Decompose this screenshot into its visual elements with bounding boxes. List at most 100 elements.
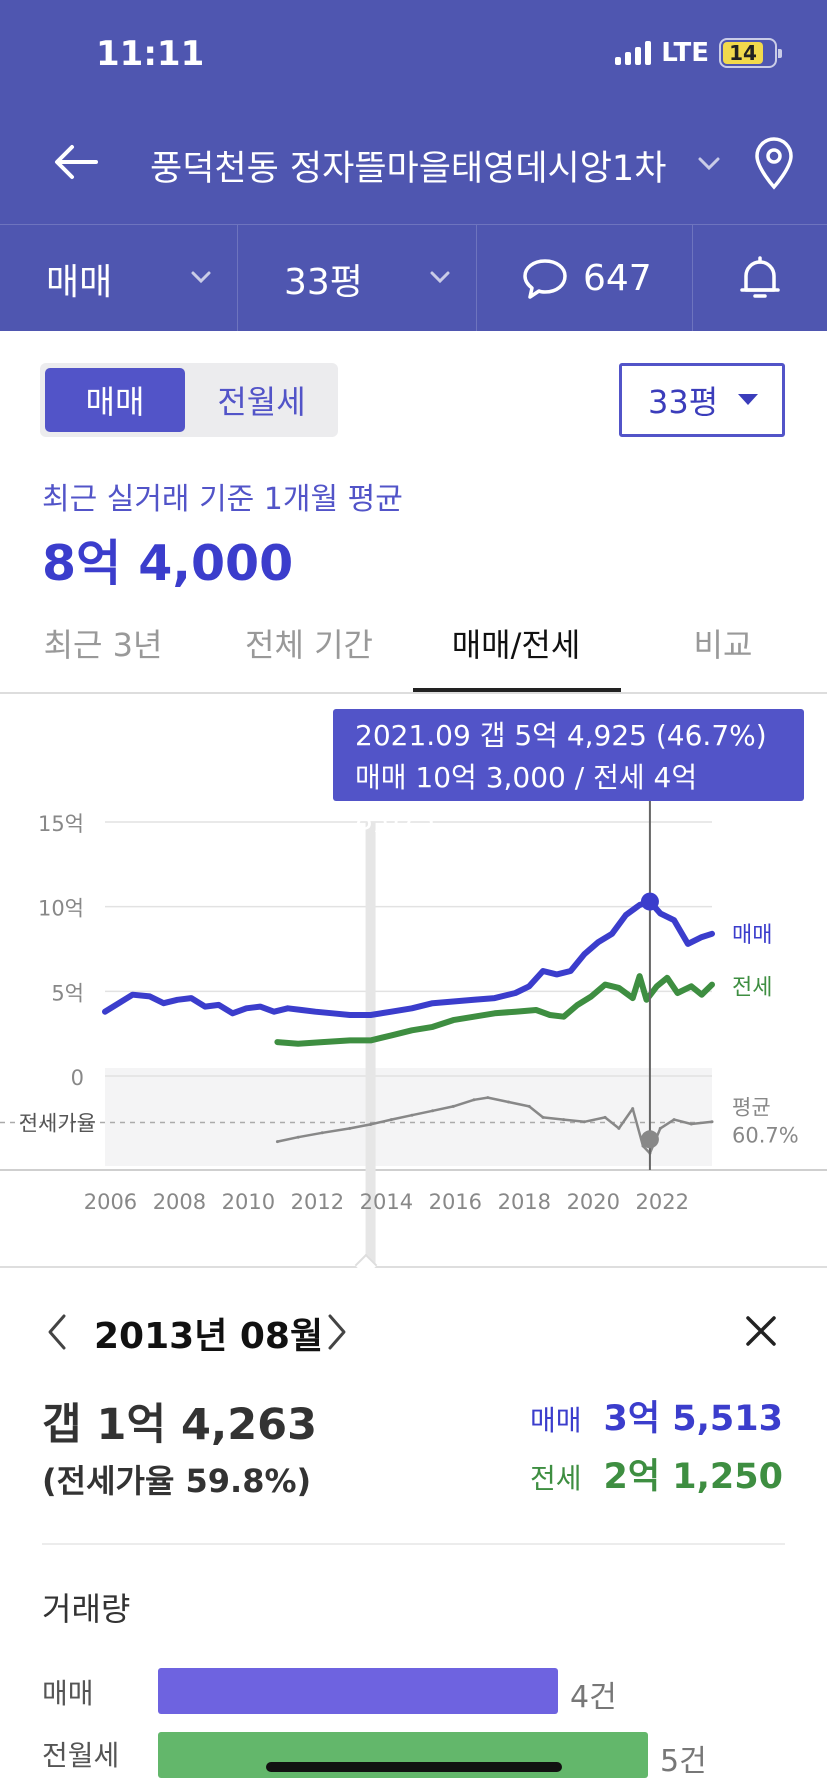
volume-sale-label: 매매 [42, 1677, 94, 1710]
series-point-0 [285, 1005, 291, 1011]
notification-button[interactable] [693, 225, 827, 332]
series-point-0 [568, 968, 574, 974]
series-point-2 [410, 1113, 414, 1117]
series-point-0 [512, 990, 518, 996]
size-select[interactable]: 33평 [619, 363, 785, 437]
segment-sale[interactable]: 매매 [45, 368, 185, 432]
selected-month-band [365, 822, 376, 1266]
series-point-0 [526, 983, 532, 989]
series-point-0 [230, 1010, 236, 1016]
series-point-2 [472, 1098, 476, 1102]
tab-recent-3y[interactable]: 최근 3년 [43, 626, 163, 664]
x-tick-label: 2012 [291, 1190, 344, 1214]
series-point-1 [699, 992, 705, 998]
series-point-1 [574, 1002, 580, 1008]
volume-sale-bar [158, 1668, 558, 1714]
chevron-right-icon[interactable] [324, 1312, 350, 1352]
series-point-1 [588, 993, 594, 999]
series-point-1 [533, 1007, 539, 1013]
battery-icon: 14 [719, 38, 782, 68]
section-divider [0, 1266, 827, 1268]
series-point-1 [512, 1009, 518, 1015]
series-point-2 [672, 1118, 676, 1122]
x-tick-label: 2016 [429, 1190, 482, 1214]
volume-title: 거래량 [42, 1590, 131, 1628]
series-point-0 [130, 992, 136, 998]
volume-rent-count: 5건 [660, 1744, 707, 1779]
series-point-0 [595, 939, 601, 945]
series-point-2 [689, 1122, 693, 1126]
series-point-2 [486, 1096, 490, 1100]
network-label: LTE [661, 38, 709, 68]
series-point-0 [699, 934, 705, 940]
chart-tooltip: 2021.09 갭 5억 4,925 (46.7%) 매매 10억 3,000 … [333, 709, 804, 836]
series-point-0 [271, 1009, 277, 1015]
jeonse-price-row: 전세 2억 1,250 [530, 1448, 783, 1499]
series-point-1 [430, 1024, 436, 1030]
map-pin-icon[interactable] [752, 136, 796, 190]
series-point-1 [664, 975, 670, 981]
series-point-1 [643, 997, 649, 1003]
series-point-1 [319, 1039, 325, 1045]
series-point-2 [562, 1118, 566, 1122]
chat-bubble-icon [523, 258, 567, 299]
status-indicators: LTE 14 [615, 38, 782, 68]
volume-sale-count: 4건 [570, 1680, 617, 1715]
signal-icon [615, 41, 652, 65]
series-point-0 [657, 910, 663, 916]
series-line-0 [102, 898, 715, 1018]
trade-segment-control: 매매 전월세 [40, 363, 338, 437]
series-point-1 [654, 983, 660, 989]
tab-sale-jeonse[interactable]: 매매/전세 [451, 626, 581, 664]
x-tick-label: 2008 [153, 1190, 206, 1214]
status-time: 11:11 [96, 34, 205, 74]
close-icon[interactable] [744, 1314, 778, 1348]
x-tick-label: 2010 [222, 1190, 275, 1214]
series-point-0 [554, 971, 560, 977]
detail-month: 2013년 08월 [94, 1316, 324, 1357]
chevron-down-icon [430, 271, 450, 284]
series-point-1 [709, 982, 715, 988]
price-chart[interactable]: 15억 10억 5억 0 전세가율 평균 60.7% 매매 전세 2006 2008 2010 2012… [0, 696, 827, 1266]
trade-type-dropdown[interactable]: 매매 [0, 225, 238, 332]
series-point-0 [202, 1004, 208, 1010]
series-point-2 [710, 1120, 714, 1124]
series-point-0 [102, 1009, 108, 1015]
series-point-2 [369, 1122, 373, 1126]
complex-title[interactable]: 풍덕천동 정자뜰마을태영데시앙1차 [150, 149, 667, 189]
cursor-point-sale [640, 892, 659, 911]
series-line-1 [274, 973, 715, 1047]
average-label: 최근 실거래 기준 1개월 평균 [42, 482, 403, 517]
back-arrow-icon[interactable] [50, 136, 102, 188]
series-point-0 [312, 1009, 318, 1015]
y-tick-label: 0 [71, 1066, 84, 1090]
series-point-2 [451, 1104, 455, 1108]
series-point-2 [348, 1126, 352, 1130]
series-point-1 [450, 1017, 456, 1023]
series-point-1 [295, 1041, 301, 1047]
series-point-0 [581, 951, 587, 957]
series-point-0 [709, 931, 715, 937]
gap-amount: 갭 1억 4,263 [42, 1400, 317, 1450]
tab-compare[interactable]: 비교 [693, 626, 753, 664]
volume-rent-label: 전월세 [42, 1739, 120, 1772]
sale-price-row: 매매 3억 5,513 [530, 1390, 783, 1441]
comments-button[interactable]: 647 [477, 225, 693, 332]
chevron-down-icon[interactable] [696, 150, 722, 176]
tooltip-line-2: 매매 10억 3,000 / 전세 4억 8,075 [355, 761, 698, 836]
size-dropdown[interactable]: 33평 [238, 225, 477, 332]
series-point-1 [561, 1014, 567, 1020]
filter-bar: 매매 33평 647 [0, 224, 827, 332]
series-point-2 [389, 1118, 393, 1122]
tab-all-period[interactable]: 전체 기간 [245, 626, 373, 664]
series-point-2 [582, 1120, 586, 1124]
series-point-0 [637, 902, 643, 908]
series-point-0 [257, 1004, 263, 1010]
tooltip-line-1: 2021.09 갭 5억 4,925 (46.7%) [355, 719, 767, 752]
chevron-down-icon [191, 271, 211, 284]
series-point-2 [507, 1100, 511, 1104]
chevron-left-icon[interactable] [44, 1312, 70, 1352]
series-point-1 [274, 1039, 280, 1045]
segment-rent[interactable]: 전월세 [217, 383, 306, 421]
y-tick-label: 5억 [51, 981, 84, 1005]
